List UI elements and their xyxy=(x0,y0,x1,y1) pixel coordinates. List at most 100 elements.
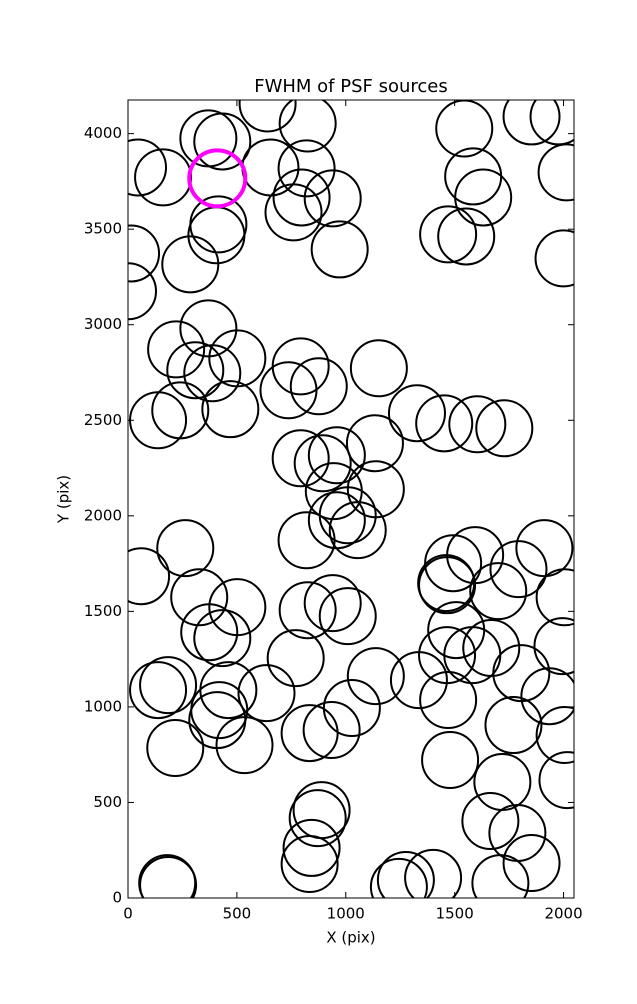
source-circle xyxy=(346,647,405,706)
x-tick-label: 2000 xyxy=(544,905,582,923)
plot-area xyxy=(128,100,574,898)
source-circle xyxy=(462,619,521,678)
source-circle xyxy=(303,574,362,633)
y-tick-label: 0 xyxy=(112,889,122,907)
source-circle xyxy=(404,848,463,898)
source-circle xyxy=(282,818,341,877)
source-circle xyxy=(419,205,478,264)
source-circle xyxy=(128,262,157,321)
source-circle xyxy=(415,394,474,453)
source-circle xyxy=(421,731,480,790)
y-tick-label: 4000 xyxy=(84,124,122,142)
source-circle xyxy=(502,834,561,893)
source-circle xyxy=(419,671,478,730)
source-circle xyxy=(156,519,215,578)
source-circle xyxy=(289,357,348,416)
source-circle xyxy=(489,540,548,599)
source-circle xyxy=(277,511,336,570)
axes-frame xyxy=(127,99,575,899)
source-circle xyxy=(535,706,574,764)
source-circle xyxy=(418,626,477,685)
source-circle xyxy=(129,661,188,720)
x-axis-label: X (pix) xyxy=(326,929,375,947)
source-circle xyxy=(387,384,446,443)
source-circle xyxy=(180,603,239,662)
y-axis-label: Y (pix) xyxy=(55,475,73,524)
source-circle xyxy=(446,526,505,585)
x-tick-label: 0 xyxy=(123,905,133,923)
source-circle xyxy=(484,696,543,755)
source-circle xyxy=(369,857,428,898)
x-tick-label: 500 xyxy=(223,905,252,923)
source-circle xyxy=(264,183,323,242)
source-circle xyxy=(529,100,574,146)
source-circle xyxy=(179,299,238,358)
source-circle xyxy=(535,568,574,627)
source-circle xyxy=(538,751,574,810)
source-circle xyxy=(193,609,252,668)
source-circle xyxy=(318,587,377,646)
source-circle xyxy=(448,395,507,454)
source-circle xyxy=(215,716,274,775)
y-tick-label: 1500 xyxy=(84,602,122,620)
y-tick-label: 2000 xyxy=(84,506,122,524)
source-circle xyxy=(278,100,337,153)
source-circle xyxy=(280,834,339,893)
source-circle xyxy=(345,414,404,473)
source-circle xyxy=(302,701,361,760)
source-circle xyxy=(128,138,168,197)
source-circle xyxy=(147,320,206,379)
source-circle xyxy=(259,361,318,420)
source-circle xyxy=(310,220,369,279)
y-tick-label: 1000 xyxy=(84,697,122,715)
highlight-circle xyxy=(187,148,248,209)
source-circle xyxy=(475,399,534,458)
source-circle xyxy=(278,581,337,640)
y-tick-label: 2500 xyxy=(84,411,122,429)
source-circle xyxy=(277,139,336,198)
chart-title: FWHM of PSF sources xyxy=(254,76,448,97)
y-tick-label: 500 xyxy=(93,793,122,811)
source-circle xyxy=(328,501,387,560)
source-circle xyxy=(146,718,205,777)
source-circle xyxy=(183,344,242,403)
source-circle xyxy=(534,229,574,288)
source-circle xyxy=(288,789,347,848)
source-circle xyxy=(515,519,574,578)
source-circle xyxy=(193,112,252,171)
source-circle xyxy=(349,339,408,398)
source-circle xyxy=(469,562,528,621)
source-circle xyxy=(293,434,352,493)
source-circle xyxy=(237,664,296,723)
source-circle xyxy=(537,143,574,202)
source-circle xyxy=(461,791,520,850)
source-circle xyxy=(303,169,362,228)
x-tick-label: 1000 xyxy=(327,905,365,923)
y-tick-label: 3500 xyxy=(84,220,122,238)
source-circle xyxy=(454,168,513,227)
source-circle xyxy=(161,235,220,294)
source-circle xyxy=(139,656,198,715)
source-circle xyxy=(238,100,297,133)
source-circle xyxy=(266,629,325,688)
source-circle xyxy=(128,224,161,283)
source-circle xyxy=(272,168,331,227)
x-tick-label: 1500 xyxy=(436,905,474,923)
source-circle xyxy=(471,854,530,898)
y-tick-label: 3000 xyxy=(84,315,122,333)
source-circle xyxy=(128,547,171,606)
source-circle xyxy=(201,380,260,439)
source-circle xyxy=(437,207,496,266)
source-circle xyxy=(139,856,198,898)
source-circle xyxy=(271,429,330,488)
source-circle xyxy=(502,100,561,146)
source-circle xyxy=(533,617,574,676)
source-circle xyxy=(170,568,229,627)
source-circle xyxy=(520,667,574,726)
source-circle xyxy=(424,534,483,593)
source-circle xyxy=(166,341,225,400)
source-circle xyxy=(322,679,381,738)
source-circle xyxy=(376,851,435,898)
source-circle xyxy=(307,426,366,485)
